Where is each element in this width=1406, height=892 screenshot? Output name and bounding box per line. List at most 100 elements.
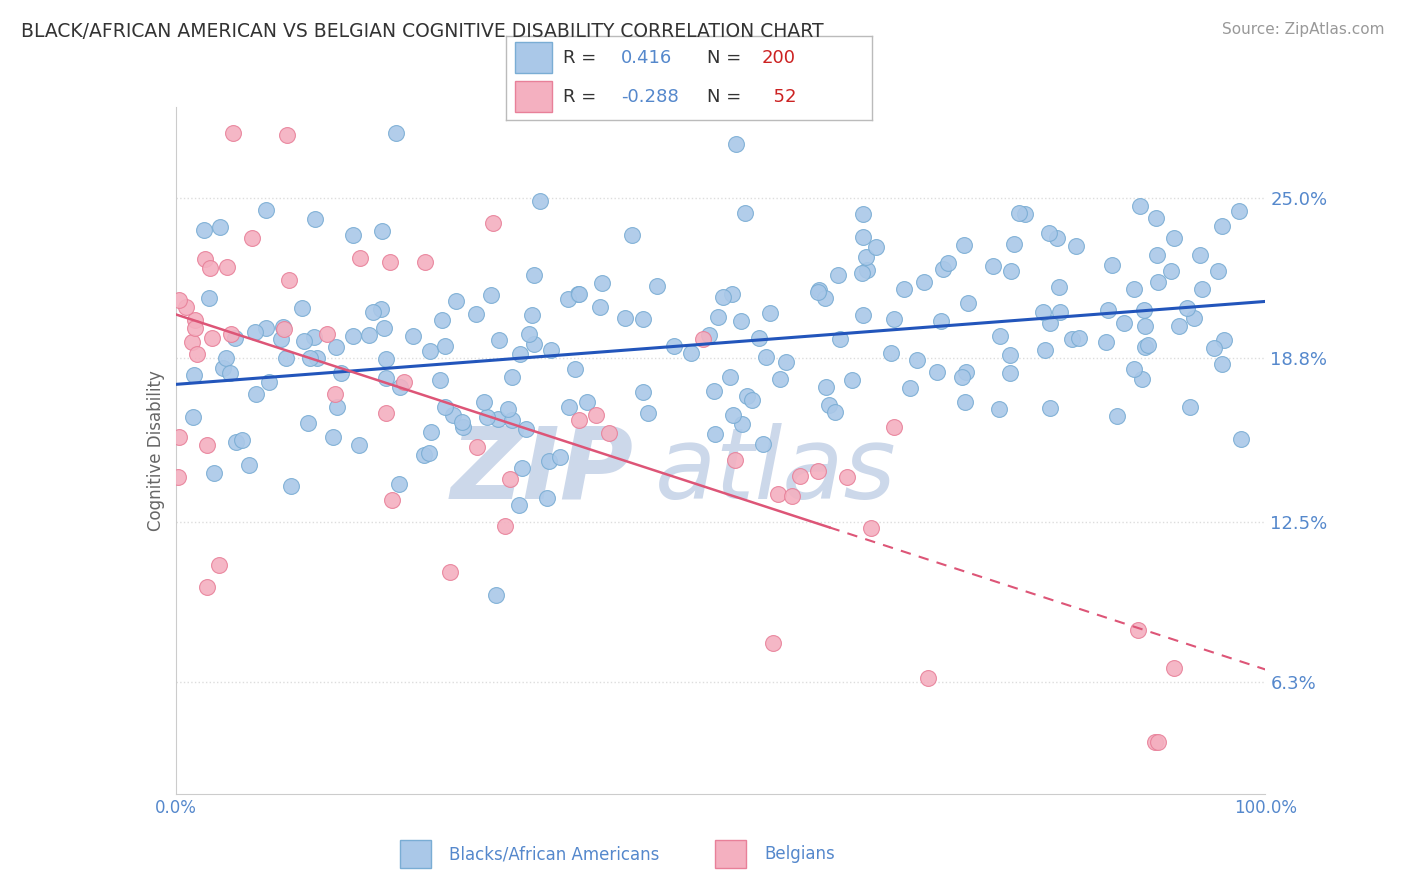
Point [860, 521, 883, 535]
Point [385, 126, 408, 140]
Point [375, 406, 398, 420]
Point [181, 410, 204, 425]
Point [200, 331, 222, 345]
Point [568, 413, 591, 427]
Point [1047, 280, 1070, 294]
Point [1206, 263, 1229, 277]
Point [1049, 305, 1071, 319]
Point [508, 498, 530, 512]
Point [953, 395, 976, 409]
Point [501, 413, 523, 427]
Point [1038, 227, 1060, 241]
Point [193, 223, 215, 237]
Point [224, 331, 246, 345]
Point [1213, 334, 1236, 348]
Point [174, 301, 197, 315]
Point [325, 387, 347, 401]
Point [388, 477, 411, 491]
Point [706, 310, 728, 325]
Point [222, 126, 245, 140]
Point [724, 452, 747, 467]
Point [932, 261, 955, 276]
Point [748, 331, 770, 345]
Point [254, 202, 277, 217]
Point [713, 290, 735, 304]
Point [718, 370, 741, 384]
Point [1133, 319, 1156, 334]
Point [755, 350, 778, 364]
Point [342, 329, 364, 343]
Point [349, 251, 371, 265]
Text: BLACK/AFRICAN AMERICAN VS BELGIAN COGNITIVE DISABILITY CORRELATION CHART: BLACK/AFRICAN AMERICAN VS BELGIAN COGNIT… [21, 22, 824, 41]
Point [807, 464, 830, 478]
Point [856, 263, 879, 277]
Point [1227, 203, 1250, 218]
Point [557, 293, 579, 307]
Point [432, 312, 454, 326]
Point [931, 314, 953, 328]
Point [167, 430, 190, 444]
Point [392, 375, 415, 389]
Point [276, 128, 298, 142]
Point [613, 310, 636, 325]
Point [1137, 337, 1160, 351]
Text: ZIP: ZIP [450, 423, 633, 519]
Point [741, 393, 763, 408]
Point [1229, 432, 1251, 446]
Point [724, 137, 747, 152]
Point [197, 291, 219, 305]
Point [1122, 282, 1144, 296]
Point [402, 329, 425, 343]
Text: -0.288: -0.288 [621, 87, 679, 105]
Point [1188, 247, 1211, 261]
Point [180, 334, 202, 349]
Point [1163, 230, 1185, 244]
Point [852, 308, 875, 322]
Point [983, 259, 1005, 273]
Point [465, 307, 488, 321]
Point [734, 206, 756, 220]
Point [315, 327, 337, 342]
Point [588, 300, 610, 314]
Point [195, 438, 218, 452]
Point [1144, 211, 1167, 225]
Point [515, 422, 537, 436]
Point [1107, 409, 1129, 424]
Point [988, 401, 1011, 416]
Point [824, 405, 846, 419]
Point [202, 466, 225, 480]
Point [217, 260, 239, 274]
Point [183, 368, 205, 382]
Point [1191, 282, 1213, 296]
FancyBboxPatch shape [515, 81, 551, 112]
Point [184, 321, 207, 335]
Point [330, 366, 353, 380]
Point [186, 347, 208, 361]
Point [254, 321, 277, 335]
Point [274, 351, 297, 366]
Point [703, 384, 725, 398]
Point [167, 470, 190, 484]
Point [591, 276, 613, 290]
Text: N =: N = [707, 87, 747, 105]
Point [357, 327, 380, 342]
Text: Source: ZipAtlas.com: Source: ZipAtlas.com [1222, 22, 1385, 37]
Point [679, 346, 702, 360]
Point [537, 454, 560, 468]
Point [567, 286, 589, 301]
Point [735, 388, 758, 402]
Text: Belgians: Belgians [765, 845, 835, 863]
Point [998, 348, 1021, 362]
Point [200, 260, 222, 275]
Point [1182, 310, 1205, 325]
Point [1129, 199, 1152, 213]
Point [1060, 332, 1083, 346]
Text: R =: R = [562, 49, 602, 67]
Point [1039, 316, 1062, 330]
Point [692, 332, 714, 346]
Point [501, 369, 523, 384]
Point [373, 321, 395, 335]
Point [637, 406, 659, 420]
Point [388, 379, 411, 393]
Point [517, 326, 540, 341]
